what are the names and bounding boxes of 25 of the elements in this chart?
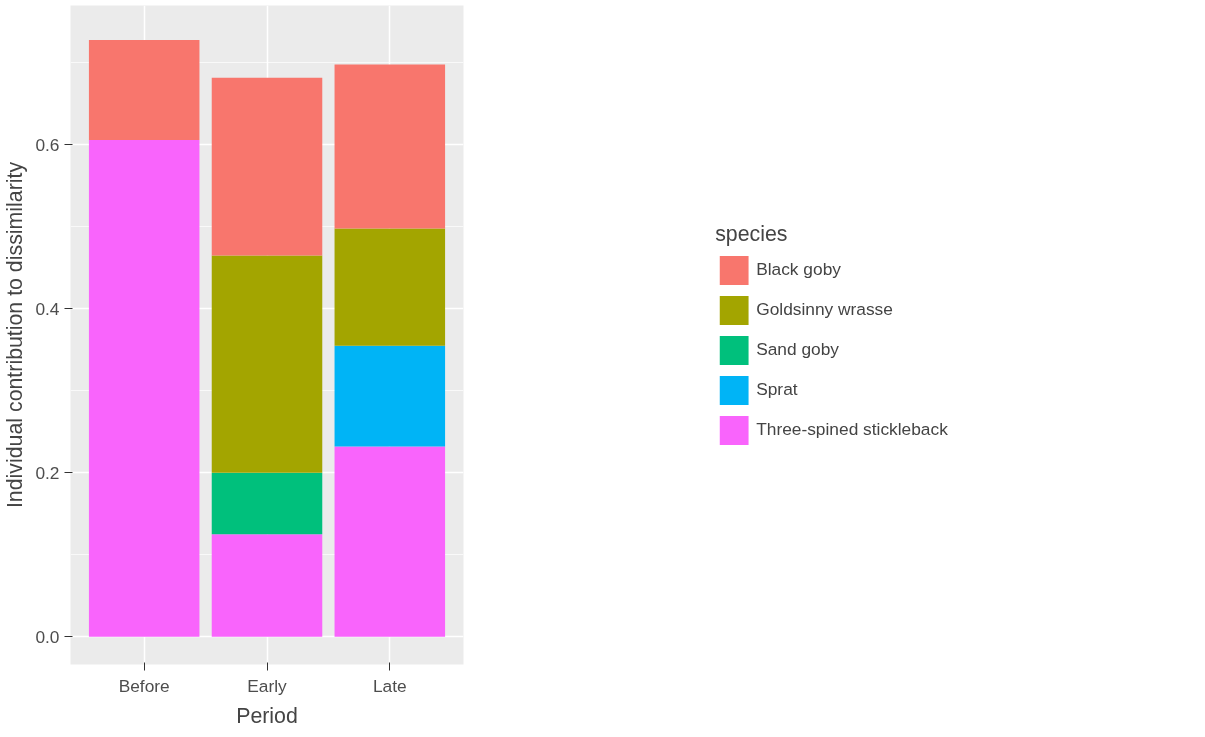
- bar: [88, 139, 200, 637]
- bar: [334, 446, 446, 637]
- y-tick-label: 0.6: [35, 134, 60, 155]
- legend-title: species: [715, 221, 789, 247]
- x-axis-title: Period: [236, 703, 298, 728]
- bar: [334, 345, 446, 447]
- x-tick-label: Late: [372, 675, 407, 696]
- legend-label: Three-spined stickleback: [756, 419, 948, 440]
- bar: [211, 255, 323, 473]
- bar: [88, 39, 200, 140]
- y-tick-label: 0.2: [35, 462, 60, 483]
- x-tick-label: Early: [247, 675, 288, 696]
- y-tick-label: 0.4: [35, 298, 60, 319]
- legend-label: Black goby: [756, 259, 841, 280]
- y-tick-label: 0.0: [35, 626, 60, 647]
- legend-label: Sand goby: [756, 339, 840, 360]
- legend-label: Goldsinny wrasse: [756, 299, 893, 320]
- bar: [334, 228, 446, 346]
- y-axis-title: Individual contribution to dissimilarity: [3, 161, 28, 509]
- x-tick-label: Before: [118, 675, 170, 696]
- legend-label: Sprat: [756, 379, 798, 400]
- bar: [211, 77, 323, 256]
- bar: [211, 534, 323, 637]
- bar: [334, 64, 446, 229]
- bar: [211, 472, 323, 535]
